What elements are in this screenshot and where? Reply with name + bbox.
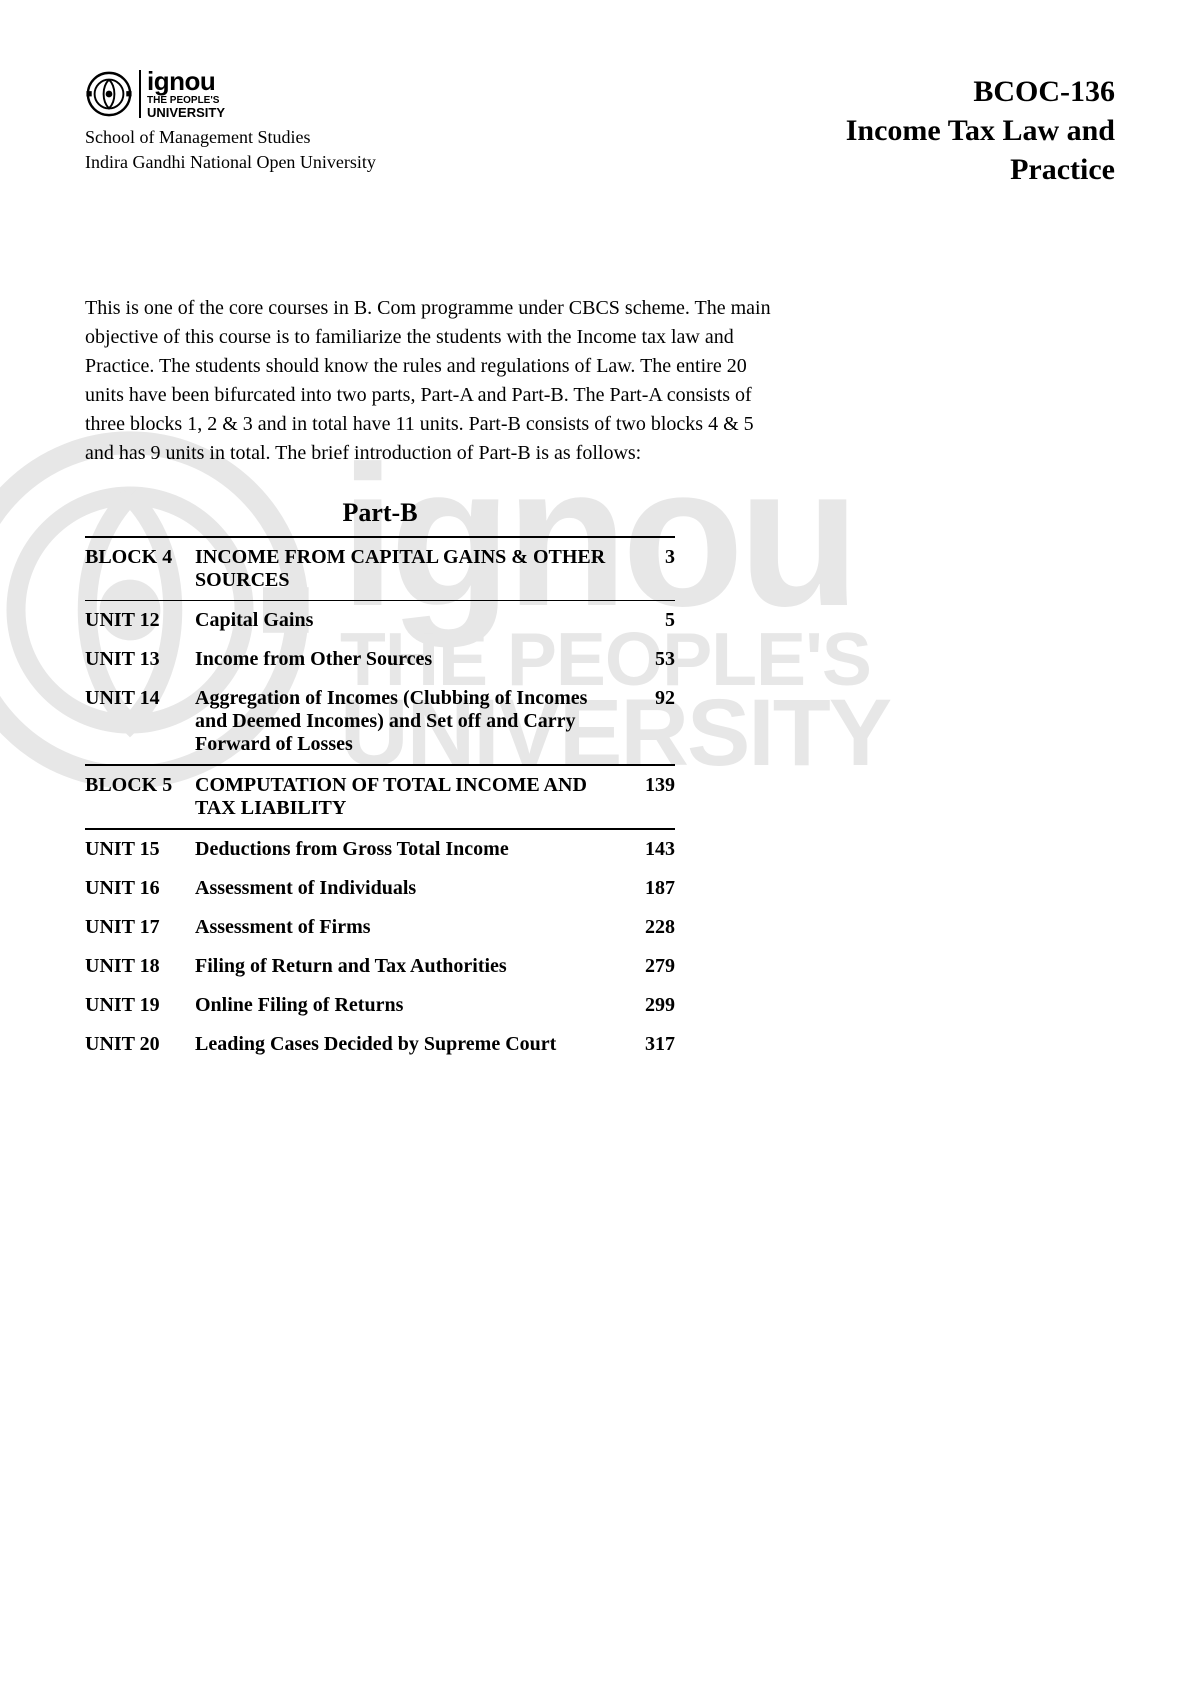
school-line1: School of Management Studies xyxy=(85,125,376,150)
unit17-title: Assessment of Firms xyxy=(195,908,625,947)
block5-label: BLOCK 5 xyxy=(85,765,195,829)
unit18-title: Filing of Return and Tax Authorities xyxy=(195,947,625,986)
header: ignou THE PEOPLE'S UNIVERSITY School of … xyxy=(85,68,1115,189)
course-title-line2: Practice xyxy=(846,150,1115,189)
unit15-label: UNIT 15 xyxy=(85,829,195,869)
unit12-label: UNIT 12 xyxy=(85,601,195,641)
block5-title: COMPUTATION OF TOTAL INCOME AND TAX LIAB… xyxy=(195,765,625,829)
table-row-unit17: UNIT 17 Assessment of Firms 228 xyxy=(85,908,675,947)
intro-paragraph: This is one of the core courses in B. Co… xyxy=(85,294,785,468)
logo-divider xyxy=(139,70,141,118)
unit13-label: UNIT 13 xyxy=(85,640,195,679)
unit12-page: 5 xyxy=(625,601,675,641)
header-left: ignou THE PEOPLE'S UNIVERSITY School of … xyxy=(85,68,376,175)
unit20-page: 317 xyxy=(625,1025,675,1064)
block4-label: BLOCK 4 xyxy=(85,537,195,601)
table-row-unit14: UNIT 14 Aggregation of Incomes (Clubbing… xyxy=(85,679,675,765)
ignou-logo-icon xyxy=(85,70,133,118)
unit16-label: UNIT 16 xyxy=(85,869,195,908)
block4-title: INCOME FROM CAPITAL GAINS & OTHER SOURCE… xyxy=(195,537,625,601)
unit20-label: UNIT 20 xyxy=(85,1025,195,1064)
table-row-unit19: UNIT 19 Online Filing of Returns 299 xyxy=(85,986,675,1025)
table-row-block5: BLOCK 5 COMPUTATION OF TOTAL INCOME AND … xyxy=(85,765,675,829)
course-title-line1: Income Tax Law and xyxy=(846,111,1115,150)
unit12-title: Capital Gains xyxy=(195,601,625,641)
part-heading: Part-B xyxy=(85,498,675,528)
unit20-title: Leading Cases Decided by Supreme Court xyxy=(195,1025,625,1064)
school-line2: Indira Gandhi National Open University xyxy=(85,150,376,175)
unit19-label: UNIT 19 xyxy=(85,986,195,1025)
page: ignou THE PEOPLE'S UNIVERSITY School of … xyxy=(0,0,1200,1149)
unit13-page: 53 xyxy=(625,640,675,679)
table-row-unit13: UNIT 13 Income from Other Sources 53 xyxy=(85,640,675,679)
block5-page: 139 xyxy=(625,765,675,829)
table-row-block4: BLOCK 4 INCOME FROM CAPITAL GAINS & OTHE… xyxy=(85,537,675,601)
unit17-page: 228 xyxy=(625,908,675,947)
unit18-label: UNIT 18 xyxy=(85,947,195,986)
unit13-title: Income from Other Sources xyxy=(195,640,625,679)
table-row-unit15: UNIT 15 Deductions from Gross Total Inco… xyxy=(85,829,675,869)
header-right: BCOC-136 Income Tax Law and Practice xyxy=(846,68,1115,189)
unit16-page: 187 xyxy=(625,869,675,908)
unit16-title: Assessment of Individuals xyxy=(195,869,625,908)
block4-page: 3 xyxy=(625,537,675,601)
logo-name: ignou xyxy=(147,68,225,94)
unit15-page: 143 xyxy=(625,829,675,869)
table-row-unit18: UNIT 18 Filing of Return and Tax Authori… xyxy=(85,947,675,986)
table-row-unit20: UNIT 20 Leading Cases Decided by Supreme… xyxy=(85,1025,675,1064)
unit17-label: UNIT 17 xyxy=(85,908,195,947)
table-row-unit16: UNIT 16 Assessment of Individuals 187 xyxy=(85,869,675,908)
toc-table: BLOCK 4 INCOME FROM CAPITAL GAINS & OTHE… xyxy=(85,536,675,1064)
unit14-title: Aggregation of Incomes (Clubbing of Inco… xyxy=(195,679,625,765)
unit18-page: 279 xyxy=(625,947,675,986)
unit14-label: UNIT 14 xyxy=(85,679,195,765)
logo-block: ignou THE PEOPLE'S UNIVERSITY xyxy=(85,68,376,119)
unit14-page: 92 xyxy=(625,679,675,765)
unit19-title: Online Filing of Returns xyxy=(195,986,625,1025)
unit19-page: 299 xyxy=(625,986,675,1025)
course-code: BCOC-136 xyxy=(846,72,1115,111)
logo-tag2: UNIVERSITY xyxy=(147,106,225,119)
unit15-title: Deductions from Gross Total Income xyxy=(195,829,625,869)
logo-text: ignou THE PEOPLE'S UNIVERSITY xyxy=(147,68,225,119)
table-row-unit12: UNIT 12 Capital Gains 5 xyxy=(85,601,675,641)
